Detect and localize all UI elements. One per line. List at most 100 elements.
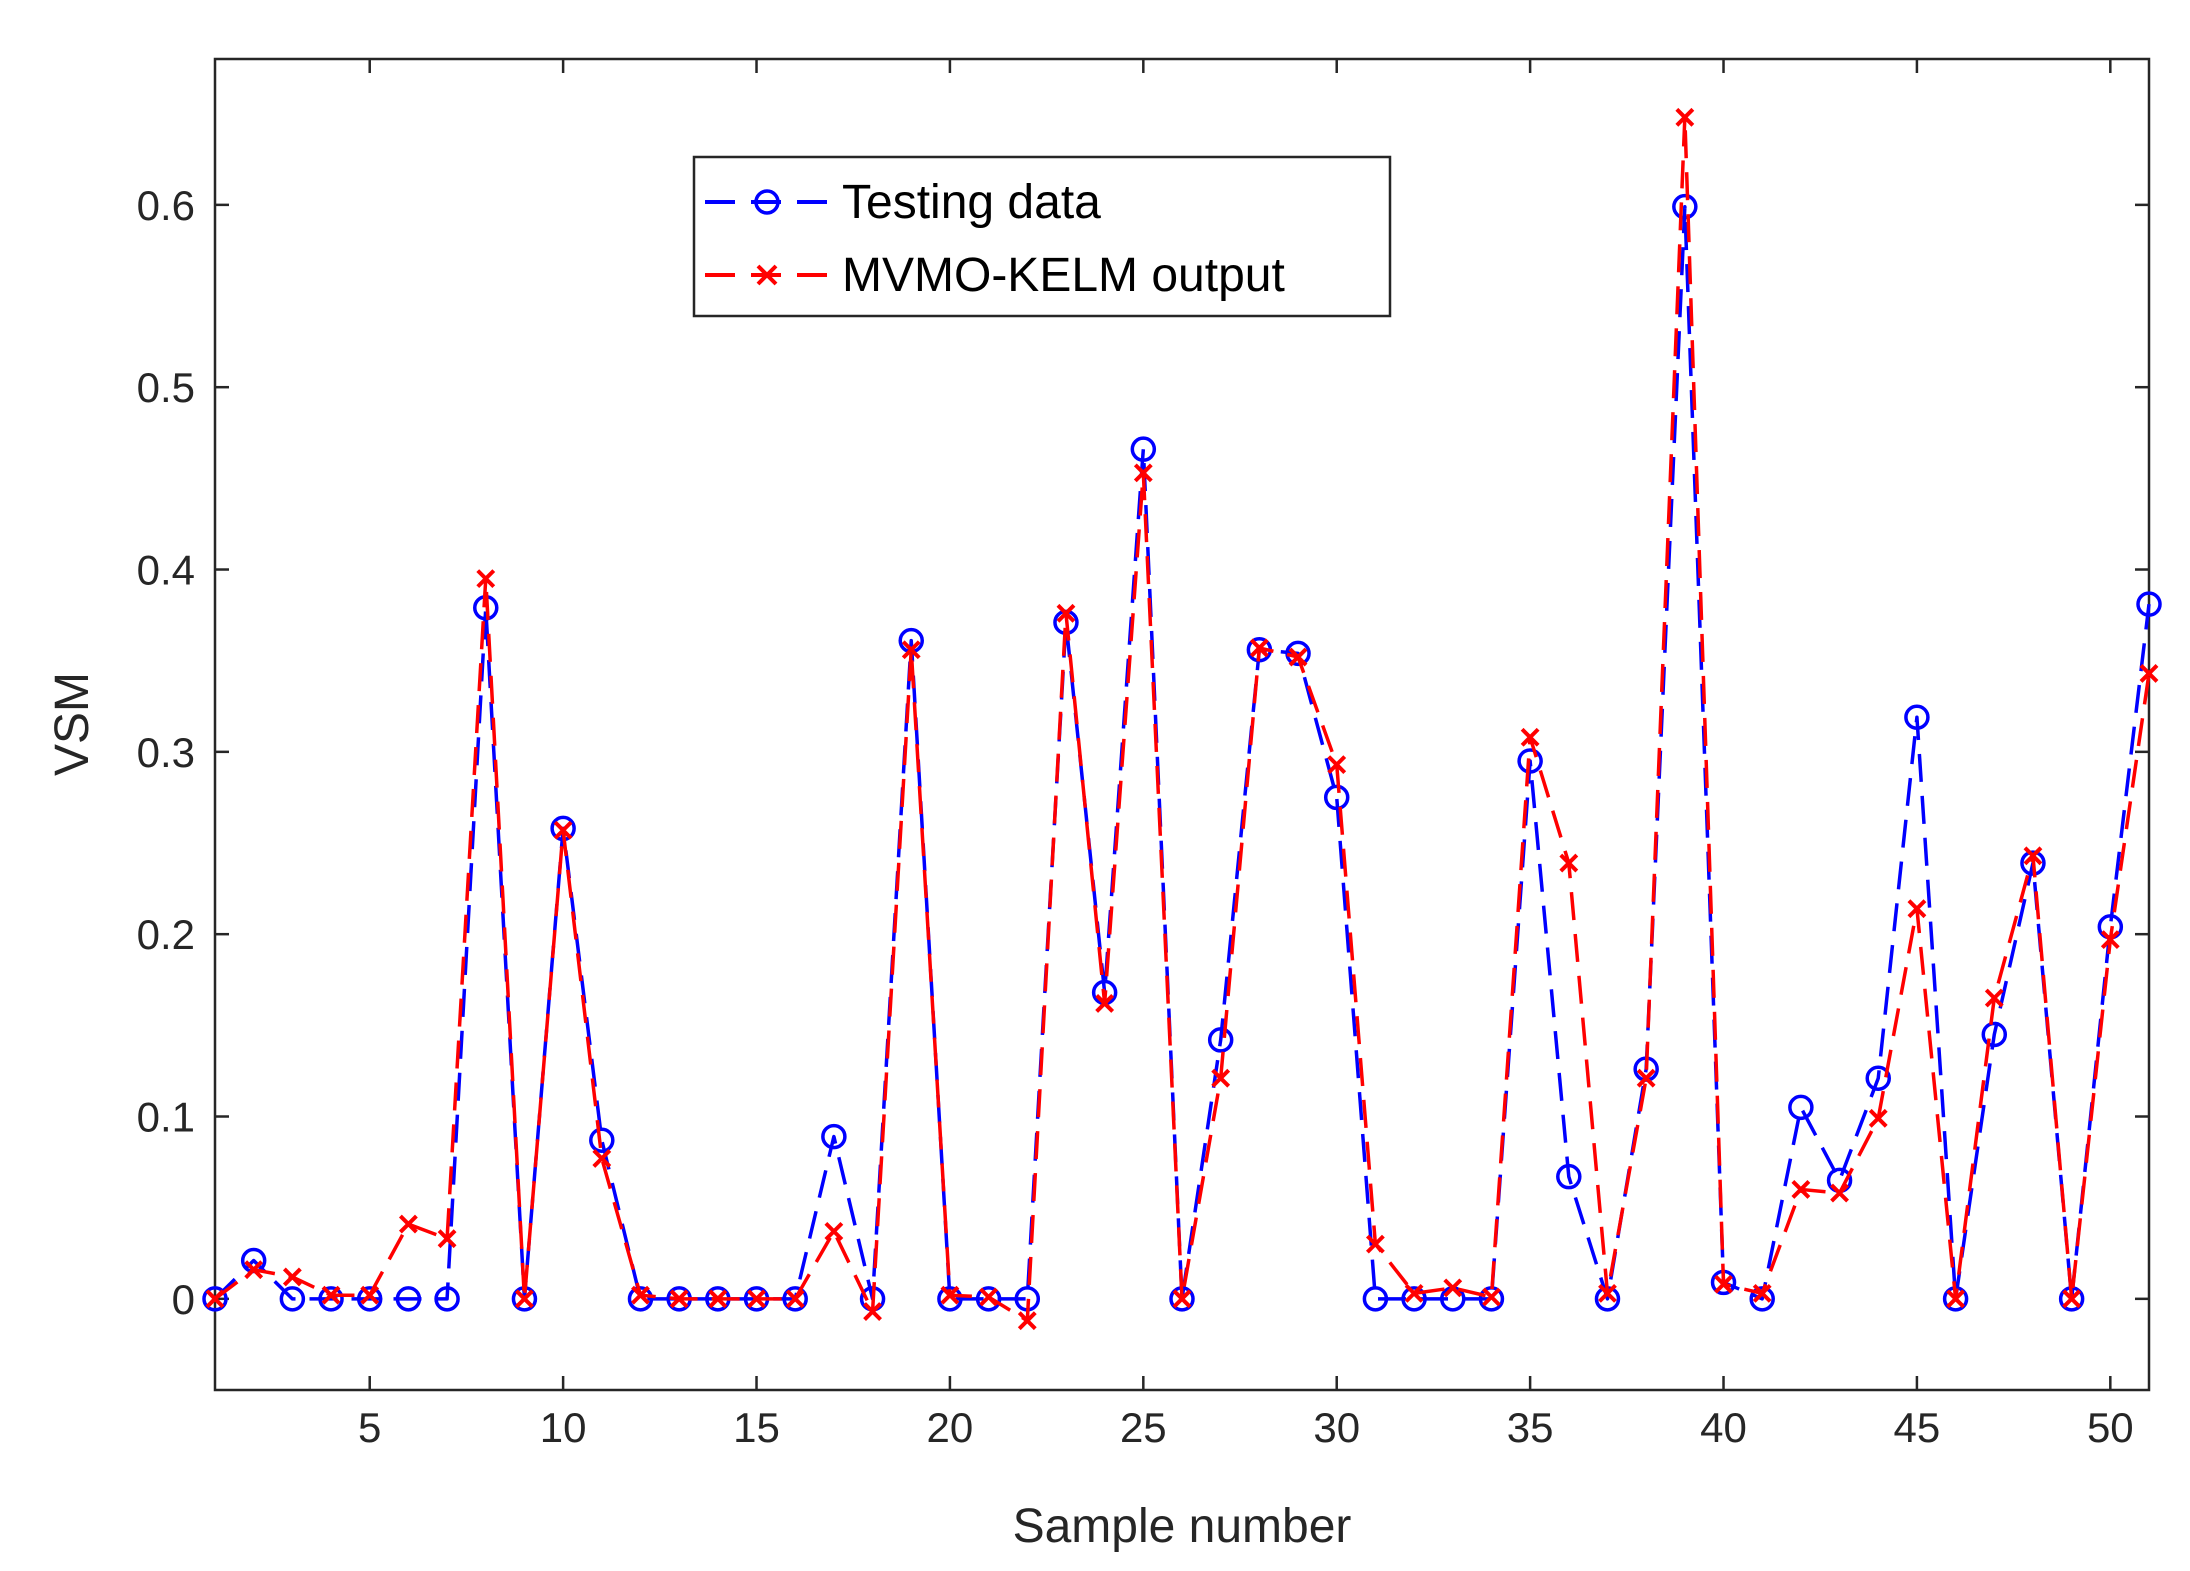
data-point-mvmo-kelm-output xyxy=(1984,988,2004,1008)
data-point-mvmo-kelm-output xyxy=(747,1289,766,1309)
data-point-mvmo-kelm-output xyxy=(2062,1289,2082,1309)
data-point-testing-data xyxy=(1207,1027,1234,1053)
data-point-mvmo-kelm-output xyxy=(1249,638,1269,658)
data-point-mvmo-kelm-output xyxy=(515,1289,534,1309)
data-point-mvmo-kelm-output xyxy=(244,1260,264,1280)
data-point-testing-data xyxy=(821,1123,847,1150)
data-point-testing-data xyxy=(1749,1286,1775,1312)
data-point-testing-data xyxy=(356,1286,383,1312)
x-tick-label: 15 xyxy=(733,1404,780,1451)
axis-ticks: 5 10 15 20 25 30 35 40 45 50 0 0.1 0.2 0.3 0.4 0.5 0.6 xyxy=(137,59,2149,1451)
data-point-mvmo-kelm-output xyxy=(1327,755,1347,775)
series-line-testing-data xyxy=(213,204,2151,1301)
y-tick-label: 0.3 xyxy=(137,729,195,776)
data-point-testing-data xyxy=(589,1127,615,1153)
data-point-mvmo-kelm-output xyxy=(1868,1108,1888,1128)
data-point-mvmo-kelm-output xyxy=(205,1289,225,1309)
data-point-mvmo-kelm-output xyxy=(1830,1183,1849,1203)
data-point-mvmo-kelm-output xyxy=(631,1285,650,1305)
data-point-testing-data xyxy=(1788,1094,1814,1121)
data-point-testing-data xyxy=(279,1286,306,1312)
data-point-mvmo-kelm-output xyxy=(979,1287,999,1307)
data-point-mvmo-kelm-output xyxy=(863,1302,882,1322)
data-point-testing-data xyxy=(782,1286,808,1312)
y-axis-label: VSM xyxy=(46,672,99,776)
data-point-testing-data xyxy=(434,1286,460,1312)
y-tick-label: 0.2 xyxy=(137,911,195,958)
x-tick-label: 35 xyxy=(1507,1404,1554,1451)
data-point-testing-data xyxy=(937,1286,963,1312)
data-point-mvmo-kelm-output xyxy=(553,820,573,840)
y-tick-label: 0.5 xyxy=(137,364,195,411)
data-point-testing-data xyxy=(1285,640,1311,667)
legend-marker-testing-data xyxy=(754,189,780,215)
data-point-mvmo-kelm-output xyxy=(1443,1278,1463,1298)
data-point-mvmo-kelm-output xyxy=(824,1221,844,1241)
data-point-mvmo-kelm-output xyxy=(669,1289,689,1309)
x-tick-label: 10 xyxy=(540,1404,587,1451)
data-point-mvmo-kelm-output xyxy=(1482,1287,1501,1307)
data-point-testing-data xyxy=(1981,1021,2008,1048)
data-point-mvmo-kelm-output xyxy=(1791,1180,1811,1199)
data-point-mvmo-kelm-output xyxy=(1133,463,1153,483)
data-point-testing-data xyxy=(202,1286,228,1312)
y-tick-label: 0.4 xyxy=(137,547,195,594)
x-tick-label: 50 xyxy=(2087,1404,2134,1451)
series-mvmo-kelm-output xyxy=(205,107,2159,1331)
legend-label-testing-data: Testing data xyxy=(842,176,1101,229)
y-tick-label: 0.6 xyxy=(137,182,195,229)
x-tick-label: 40 xyxy=(1700,1404,1747,1451)
data-point-testing-data xyxy=(318,1286,344,1312)
y-tick-label: 0 xyxy=(172,1276,195,1323)
data-point-testing-data xyxy=(1904,704,1930,730)
data-point-testing-data xyxy=(1130,436,1157,462)
legend: Testing data MVMO-KELM output xyxy=(692,155,1392,318)
data-point-mvmo-kelm-output xyxy=(1598,1283,1617,1303)
x-axis-label: Sample number xyxy=(1013,1500,1352,1553)
data-point-mvmo-kelm-output xyxy=(1056,603,1076,623)
x-tick-label: 45 xyxy=(1894,1404,1941,1451)
x-tick-label: 30 xyxy=(1313,1404,1360,1451)
data-point-testing-data xyxy=(1362,1286,1389,1312)
x-tick-label: 5 xyxy=(358,1404,381,1451)
data-point-mvmo-kelm-output xyxy=(2139,664,2159,683)
data-point-mvmo-kelm-output xyxy=(1559,853,1579,873)
data-point-mvmo-kelm-output xyxy=(592,1149,612,1168)
legend-box xyxy=(692,155,1392,318)
data-point-mvmo-kelm-output xyxy=(1095,994,1115,1013)
data-point-mvmo-kelm-output xyxy=(282,1267,302,1287)
data-point-testing-data xyxy=(1865,1065,1891,1091)
data-point-mvmo-kelm-output xyxy=(1520,727,1540,747)
data-point-testing-data xyxy=(627,1286,654,1312)
legend-marker-mvmo-kelm-output xyxy=(756,264,778,286)
data-point-mvmo-kelm-output xyxy=(785,1289,805,1309)
data-point-mvmo-kelm-output xyxy=(1752,1283,1772,1303)
data-point-mvmo-kelm-output xyxy=(2100,930,2120,950)
data-point-mvmo-kelm-output xyxy=(437,1229,457,1249)
data-point-mvmo-kelm-output xyxy=(1211,1068,1231,1088)
data-point-testing-data xyxy=(1517,748,1543,774)
data-point-testing-data xyxy=(395,1286,422,1312)
data-point-testing-data xyxy=(975,1286,1002,1312)
data-point-mvmo-kelm-output xyxy=(2023,846,2043,866)
data-point-mvmo-kelm-output xyxy=(1365,1234,1385,1254)
data-point-mvmo-kelm-output xyxy=(1675,107,1695,127)
data-point-mvmo-kelm-output xyxy=(476,569,496,589)
data-point-mvmo-kelm-output xyxy=(1714,1274,1733,1294)
data-point-mvmo-kelm-output xyxy=(901,640,921,660)
data-point-mvmo-kelm-output xyxy=(398,1214,418,1234)
x-tick-label: 25 xyxy=(1120,1404,1167,1451)
data-point-mvmo-kelm-output xyxy=(1288,647,1308,667)
data-point-testing-data xyxy=(1672,193,1698,220)
y-tick-label: 0.1 xyxy=(137,1094,195,1141)
data-point-mvmo-kelm-output xyxy=(1172,1289,1192,1309)
legend-label-mvmo-kelm-output: MVMO-KELM output xyxy=(842,249,1285,302)
data-point-mvmo-kelm-output xyxy=(1404,1283,1424,1303)
data-point-mvmo-kelm-output xyxy=(321,1285,341,1305)
data-point-mvmo-kelm-output xyxy=(1017,1311,1037,1331)
data-point-testing-data xyxy=(1323,784,1350,811)
data-point-mvmo-kelm-output xyxy=(940,1285,960,1305)
series-line-mvmo-kelm-output xyxy=(213,115,2151,1323)
data-point-mvmo-kelm-output xyxy=(1946,1289,1966,1309)
